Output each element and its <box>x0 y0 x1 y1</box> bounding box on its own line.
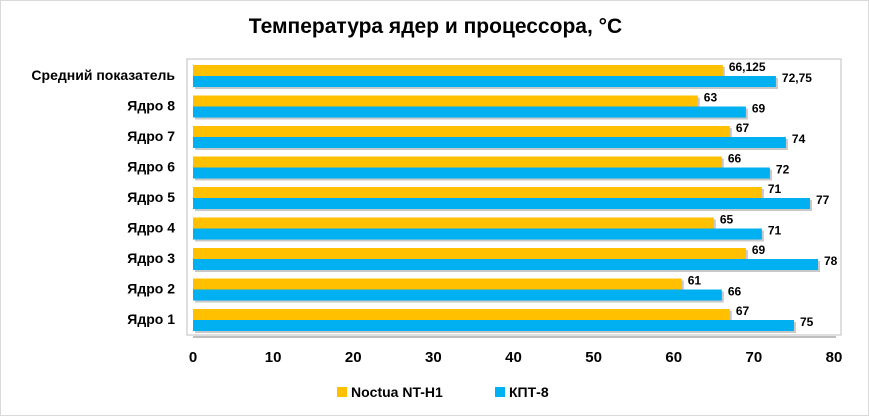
bar-noctua <box>193 126 730 137</box>
x-tick-label: 10 <box>265 349 282 366</box>
legend-swatch <box>337 387 347 397</box>
category-label: Ядро 7 <box>127 128 175 144</box>
bar-kpt8 <box>193 289 722 301</box>
bar-kpt8 <box>193 137 786 148</box>
x-tick-label: 30 <box>425 349 442 366</box>
x-tick-label: 60 <box>665 349 682 366</box>
data-label: 72 <box>776 163 790 177</box>
data-label: 69 <box>752 243 766 257</box>
bar-kpt8 <box>193 198 810 209</box>
data-label: 63 <box>704 91 718 105</box>
legend-swatch <box>495 387 505 397</box>
bars-layer <box>193 65 820 333</box>
data-label: 67 <box>736 121 750 135</box>
bar-noctua <box>193 278 682 290</box>
data-label: 66 <box>728 152 742 166</box>
data-label: 66,125 <box>729 60 766 74</box>
bar-kpt8 <box>193 259 818 270</box>
bar-noctua <box>193 217 714 229</box>
x-tick-label: 50 <box>585 349 602 366</box>
data-label: 66 <box>728 285 742 299</box>
data-label: 71 <box>768 182 782 196</box>
bar-noctua <box>193 248 746 259</box>
category-label: Ядро 2 <box>127 281 175 297</box>
data-label: 72,75 <box>782 71 812 85</box>
category-label: Ядро 3 <box>127 250 175 266</box>
bar-kpt8 <box>193 76 776 87</box>
data-label: 61 <box>688 274 702 288</box>
bar-kpt8 <box>193 320 794 331</box>
legend: Noctua NT-H1 КПТ-8 <box>337 384 549 400</box>
data-label: 65 <box>720 213 734 227</box>
bar-noctua <box>193 65 723 76</box>
category-label: Ядро 6 <box>127 159 175 175</box>
bar-noctua <box>193 156 722 168</box>
category-label: Ядро 4 <box>127 220 175 236</box>
legend-label: Noctua NT-H1 <box>351 384 443 400</box>
data-label: 74 <box>792 132 806 146</box>
x-tick-label: 70 <box>746 349 763 366</box>
data-label: 71 <box>768 224 782 238</box>
bar-noctua <box>193 187 762 198</box>
x-tick-label: 20 <box>345 349 362 366</box>
category-label: Средний показатель <box>31 67 175 83</box>
category-label: Ядро 1 <box>127 311 175 327</box>
labels-layer: Средний показатель 66,125 72,75 Ядро 8 63 69 Я… <box>31 60 837 329</box>
bar-kpt8 <box>193 167 770 179</box>
data-label: 69 <box>752 102 766 116</box>
x-tick-label: 0 <box>189 349 197 366</box>
chart-title: Температура ядер и процессора, °C <box>248 15 623 38</box>
data-label: 77 <box>816 193 830 207</box>
bar-noctua <box>193 309 730 320</box>
data-label: 67 <box>736 304 750 318</box>
x-tick-label: 40 <box>505 349 522 366</box>
data-label: 75 <box>800 315 814 329</box>
x-tick-label: 80 <box>826 349 843 366</box>
bar-kpt8 <box>193 228 762 240</box>
category-label: Ядро 5 <box>127 189 175 205</box>
bar-noctua <box>193 95 698 107</box>
data-label: 78 <box>824 254 838 268</box>
legend-label: КПТ-8 <box>509 384 549 400</box>
x-axis: 0 10 20 30 40 50 60 70 80 <box>189 336 843 366</box>
category-label: Ядро 8 <box>127 98 175 114</box>
bar-kpt8 <box>193 106 746 118</box>
